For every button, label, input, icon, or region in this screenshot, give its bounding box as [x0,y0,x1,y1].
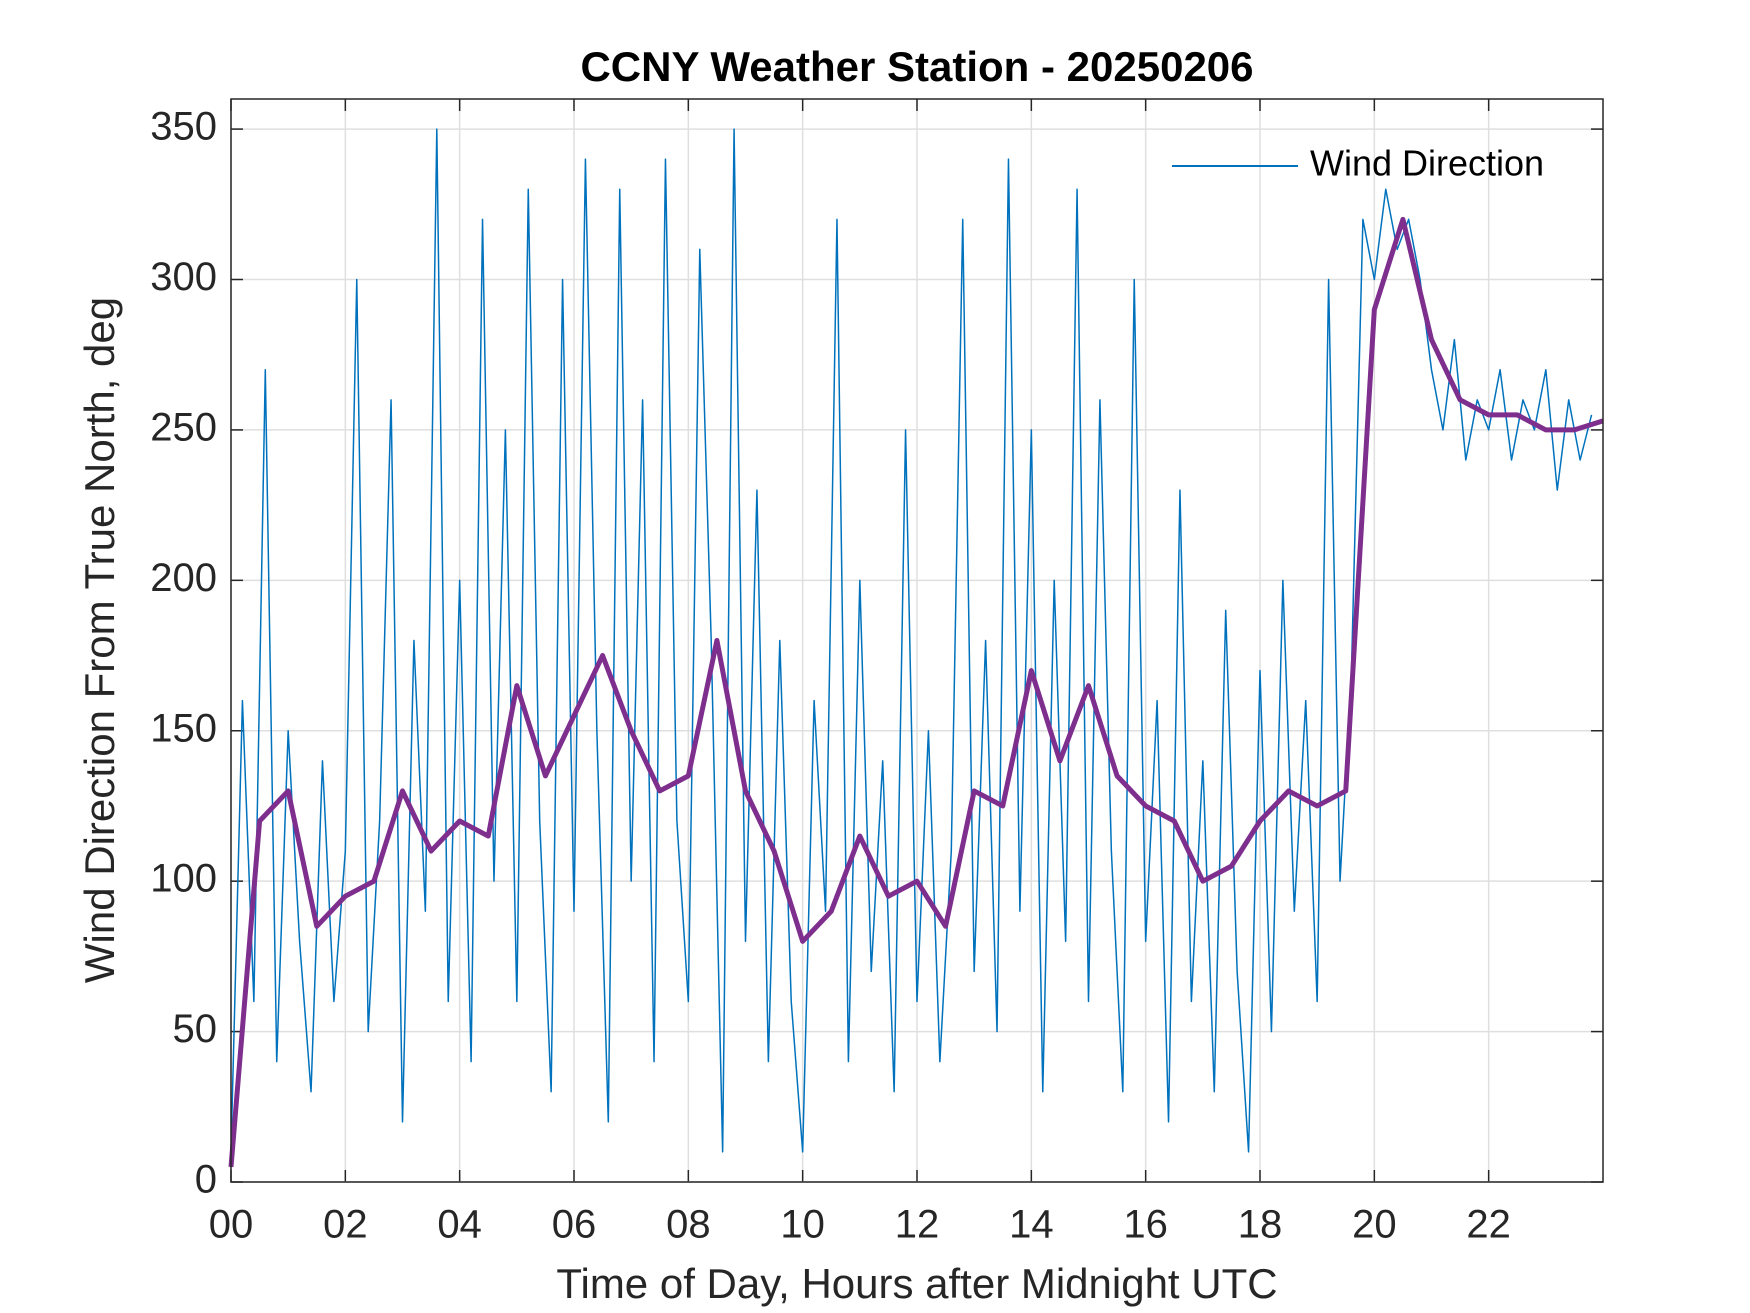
x-tick-label: 04 [437,1203,482,1247]
x-tick-label: 00 [209,1203,254,1247]
x-tick-label: 18 [1238,1203,1283,1247]
x-tick-label: 14 [1009,1203,1054,1247]
y-tick-label: 250 [150,405,217,449]
y-tick-label: 150 [150,706,217,750]
y-tick-label: 0 [195,1158,217,1202]
legend-label: Wind Direction [1310,143,1544,184]
x-tick-label: 10 [780,1203,825,1247]
y-axis-label: Wind Direction From True North, deg [76,297,123,983]
data-line [230,128,1593,1153]
x-tick-label: 12 [895,1203,940,1247]
x-tick-label: 22 [1466,1203,1511,1247]
data-line [228,216,1604,1168]
x-tick-label: 20 [1352,1203,1397,1247]
chart-title: CCNY Weather Station - 20250206 [580,43,1253,90]
y-tick-label: 350 [150,105,217,149]
x-tick-label: 02 [323,1203,368,1247]
y-tick-label: 300 [150,255,217,299]
x-axis-label: Time of Day, Hours after Midnight UTC [556,1260,1277,1307]
axes-box [230,98,1604,1183]
x-tick-label: 08 [666,1203,711,1247]
x-tick-label: 06 [552,1203,597,1247]
y-tick-label: 200 [150,556,217,600]
y-tick-label: 100 [150,857,217,901]
y-tick-label: 50 [173,1007,218,1051]
x-tick-label: 16 [1123,1203,1168,1247]
